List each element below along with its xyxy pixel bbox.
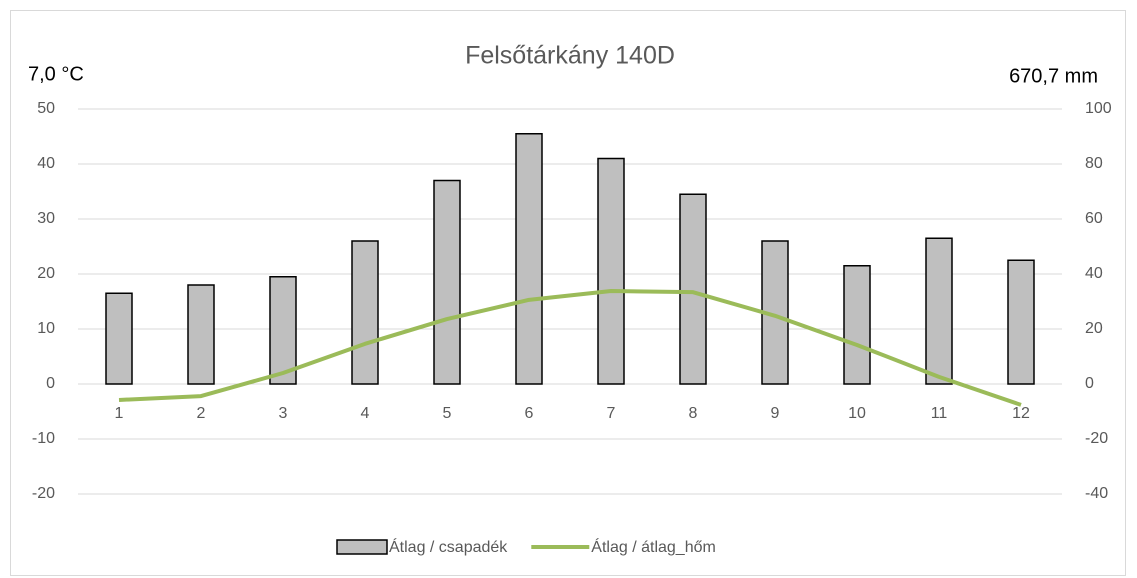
bar <box>515 133 543 385</box>
y-tick-label: 30 <box>37 210 55 227</box>
bar <box>925 237 953 385</box>
y-tick-label: 50 <box>37 100 55 117</box>
y2-tick-label: -40 <box>1085 485 1108 502</box>
x-tick-label: 3 <box>279 405 288 422</box>
x-tick-label: 11 <box>931 405 948 422</box>
x-tick-label: 1 <box>115 405 124 422</box>
x-tick-label: 9 <box>771 405 780 422</box>
line <box>118 289 1022 407</box>
x-tick-label: 10 <box>848 405 866 422</box>
bar <box>843 265 871 385</box>
bar <box>433 179 461 385</box>
bar <box>187 284 215 385</box>
y-tick-label: 20 <box>37 265 55 282</box>
legend-label: Átlag / átlag_hőm <box>591 537 716 556</box>
chart-title: Felsőtárkány 140D <box>465 42 675 70</box>
y-tick-label: -10 <box>32 430 55 447</box>
bar <box>597 157 625 385</box>
bar <box>105 292 133 385</box>
y2-tick-label: 0 <box>1085 375 1094 392</box>
x-tick-label: 6 <box>525 405 534 422</box>
y2-tick-label: 100 <box>1085 100 1112 117</box>
y-tick-label: 10 <box>37 320 55 337</box>
x-tick-label: 2 <box>197 405 206 422</box>
bar <box>269 276 297 385</box>
legend-swatch <box>336 539 388 555</box>
x-tick-label: 8 <box>689 405 698 422</box>
annotation: 7,0 °C <box>28 63 84 85</box>
x-tick-label: 7 <box>607 405 616 422</box>
chart-border <box>10 10 1126 576</box>
x-tick-label: 5 <box>443 405 452 422</box>
y-tick-label: 40 <box>37 155 55 172</box>
y2-tick-label: 60 <box>1085 210 1103 227</box>
x-tick-label: 12 <box>1012 405 1030 422</box>
y2-tick-label: 80 <box>1085 155 1103 172</box>
y2-tick-label: -20 <box>1085 430 1108 447</box>
y-tick-label: -20 <box>32 485 55 502</box>
y2-tick-label: 40 <box>1085 265 1103 282</box>
y-tick-label: 0 <box>46 375 55 392</box>
legend-label: Átlag / csapadék <box>389 537 508 556</box>
bar <box>351 240 379 385</box>
x-tick-label: 4 <box>361 405 370 422</box>
annotation: 670,7 mm <box>1009 65 1098 87</box>
y2-tick-label: 20 <box>1085 320 1103 337</box>
bar <box>1007 259 1035 385</box>
bar <box>679 193 707 385</box>
